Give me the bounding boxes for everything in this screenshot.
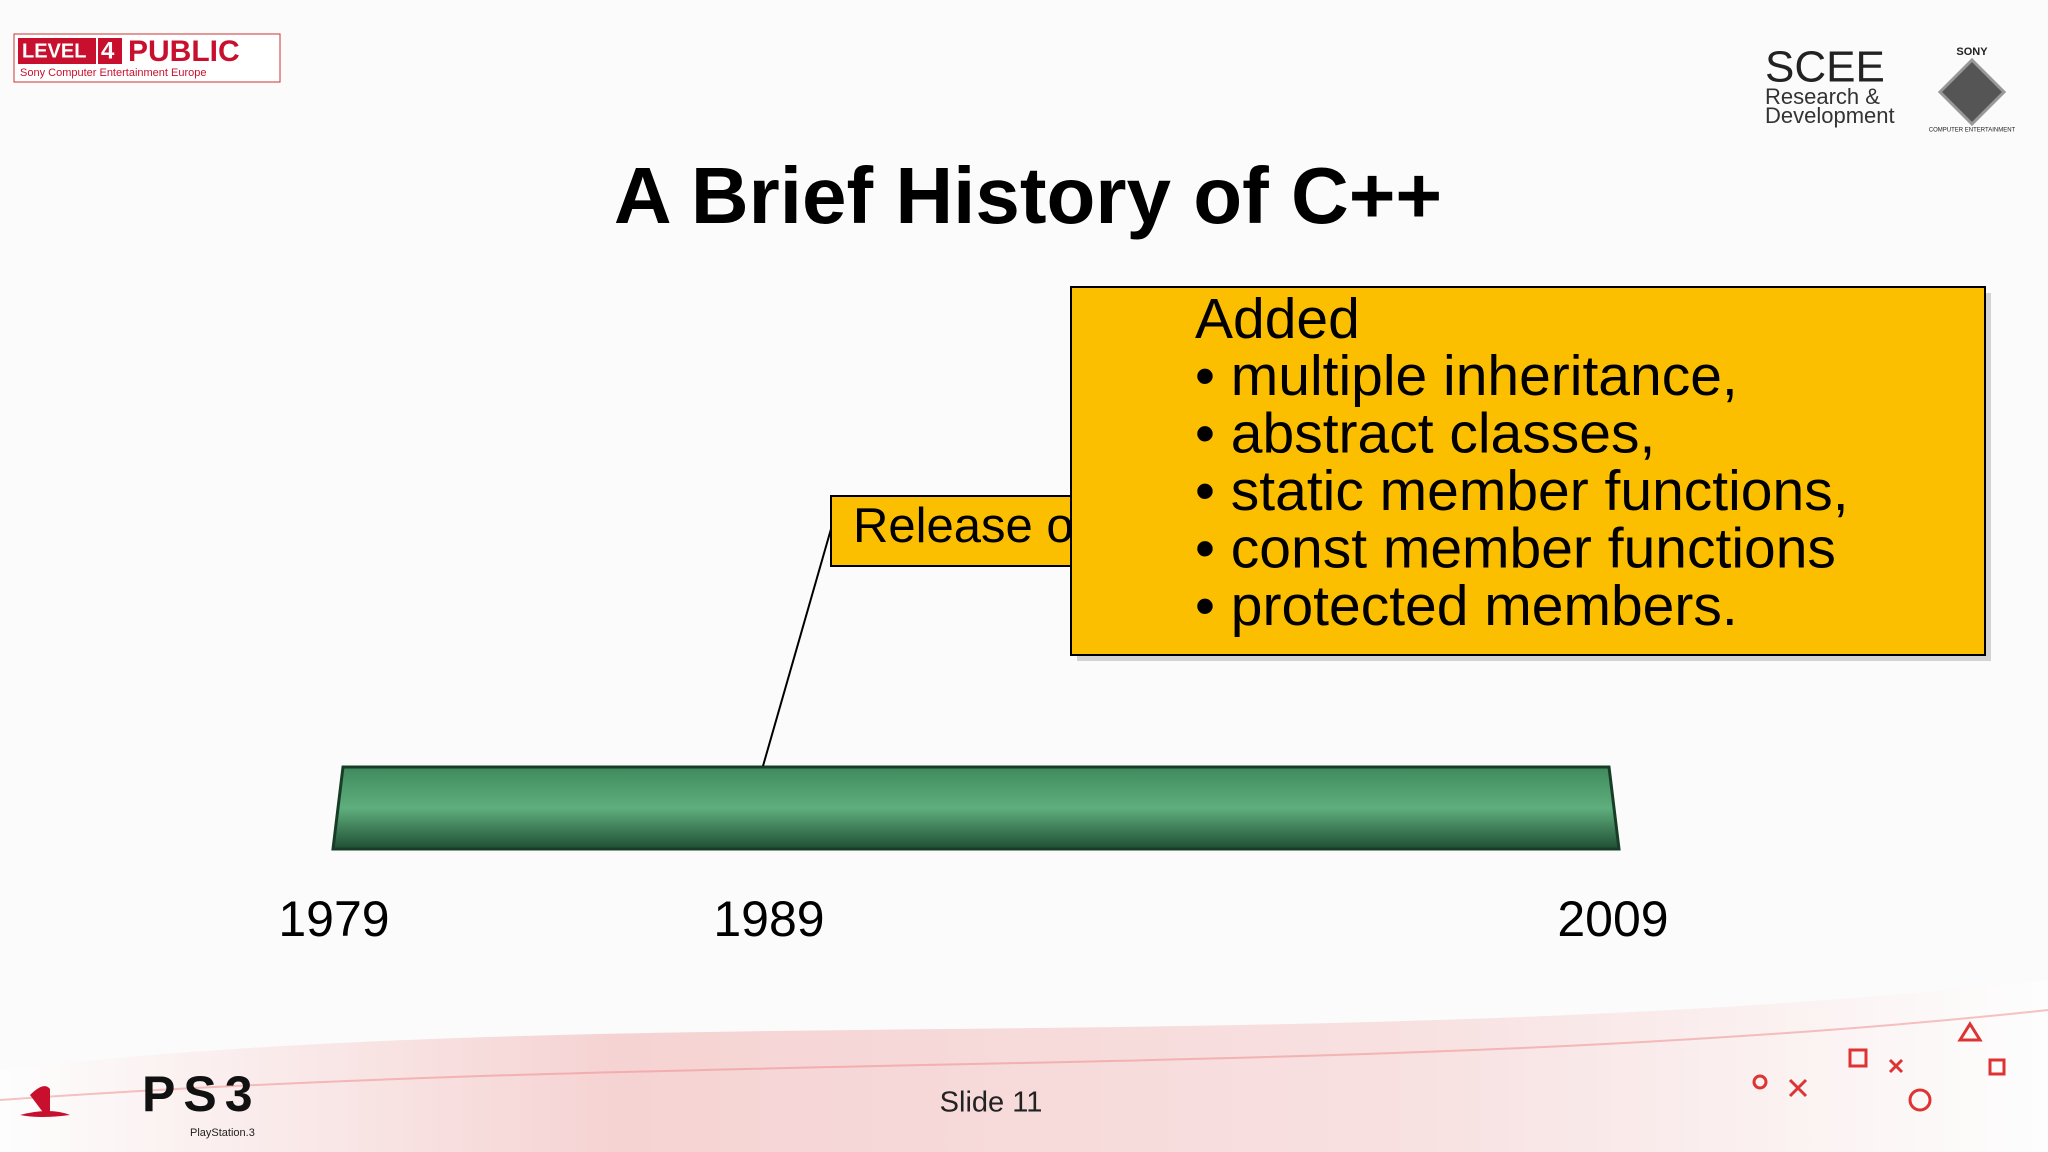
ps3-logo: PS3 (142, 1066, 261, 1122)
scee-line2: Development (1765, 103, 1895, 128)
scee-line1: Research & (1765, 84, 1880, 109)
badge-level-bg (18, 38, 96, 64)
sony-name: SONY (1956, 46, 1988, 58)
added-item: • abstract classes, (1195, 402, 1655, 466)
callout-leader (762, 528, 832, 767)
sony-diamond (1937, 57, 2007, 127)
slide-title: A Brief History of C++ (614, 151, 1442, 240)
footer-line (0, 1009, 2048, 1101)
slide-number: Slide 11 (940, 1087, 1043, 1119)
footer-swoosh (0, 980, 2048, 1152)
badge-org: Sony Computer Entertainment Europe (20, 67, 207, 79)
playstation-text: PlayStation.3 (190, 1127, 255, 1139)
badge-number-bg (98, 38, 122, 64)
sony-sub: COMPUTER ENTERTAINMENT (1929, 128, 2016, 134)
badge-level: LEVEL (22, 40, 86, 62)
added-item: • static member functions, (1195, 459, 1849, 523)
added-item: • protected members. (1195, 574, 1738, 638)
added-callout (1070, 286, 1986, 656)
ps-logo (20, 1086, 70, 1117)
year-label: 1989 (713, 891, 824, 947)
badge-number: 4 (101, 37, 115, 64)
added-item: • const member functions (1195, 517, 1836, 581)
year-label: 1979 (278, 891, 389, 947)
added-heading: Added (1195, 287, 1360, 351)
release-text: Release of (853, 499, 1088, 553)
added-item: • multiple inheritance, (1195, 344, 1738, 408)
badge-class: PUBLIC (128, 35, 240, 68)
shape-decoration (1752, 1021, 2006, 1112)
timeline-bar (331, 765, 1621, 851)
scee-name: SCEE (1765, 43, 1885, 92)
year-label: 2009 (1557, 891, 1668, 947)
